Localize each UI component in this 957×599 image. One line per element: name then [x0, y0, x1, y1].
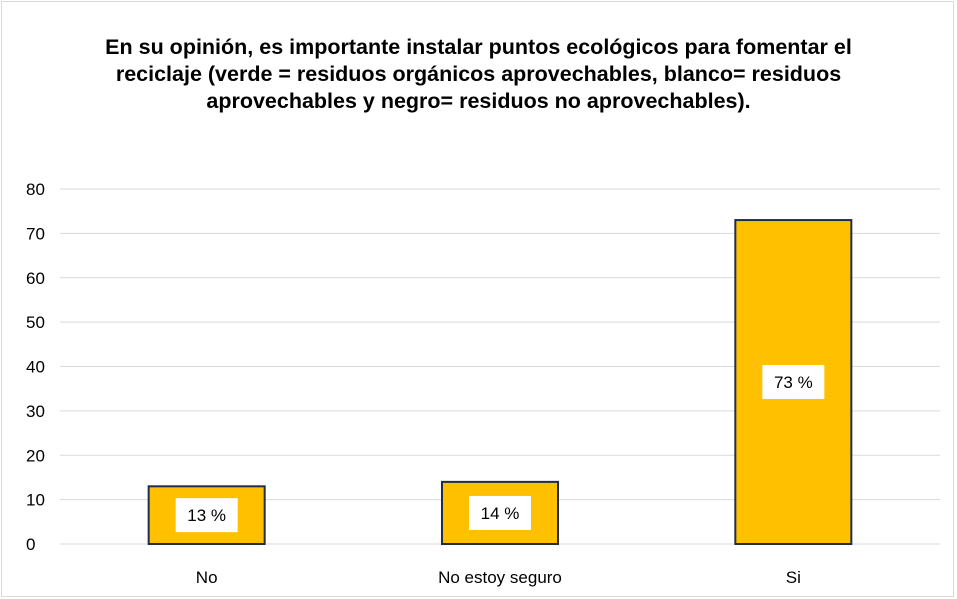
- data-label-box: [175, 498, 238, 533]
- y-tick-label: 20: [26, 446, 45, 465]
- bar: [734, 219, 853, 545]
- data-label-box: [469, 495, 531, 530]
- data-label-box: [762, 365, 825, 400]
- x-category-label: No: [196, 568, 218, 587]
- y-tick-label: 40: [26, 358, 45, 377]
- y-tick-label: 80: [26, 180, 45, 199]
- y-tick-label: 30: [26, 402, 45, 421]
- data-label: 14 %: [481, 504, 520, 523]
- data-label: 13 %: [187, 506, 226, 525]
- data-label: 73 %: [774, 373, 813, 392]
- y-tick-label: 70: [26, 224, 45, 243]
- chart-title: En su opinión, es importante instalar pu…: [105, 35, 852, 113]
- x-category-label: No estoy seguro: [438, 568, 562, 587]
- y-tick-label: 50: [26, 313, 45, 332]
- y-tick-label: 60: [26, 269, 45, 288]
- y-tick-label: 10: [26, 491, 45, 510]
- y-tick-label: 0: [26, 535, 35, 554]
- x-category-label: Si: [786, 568, 801, 587]
